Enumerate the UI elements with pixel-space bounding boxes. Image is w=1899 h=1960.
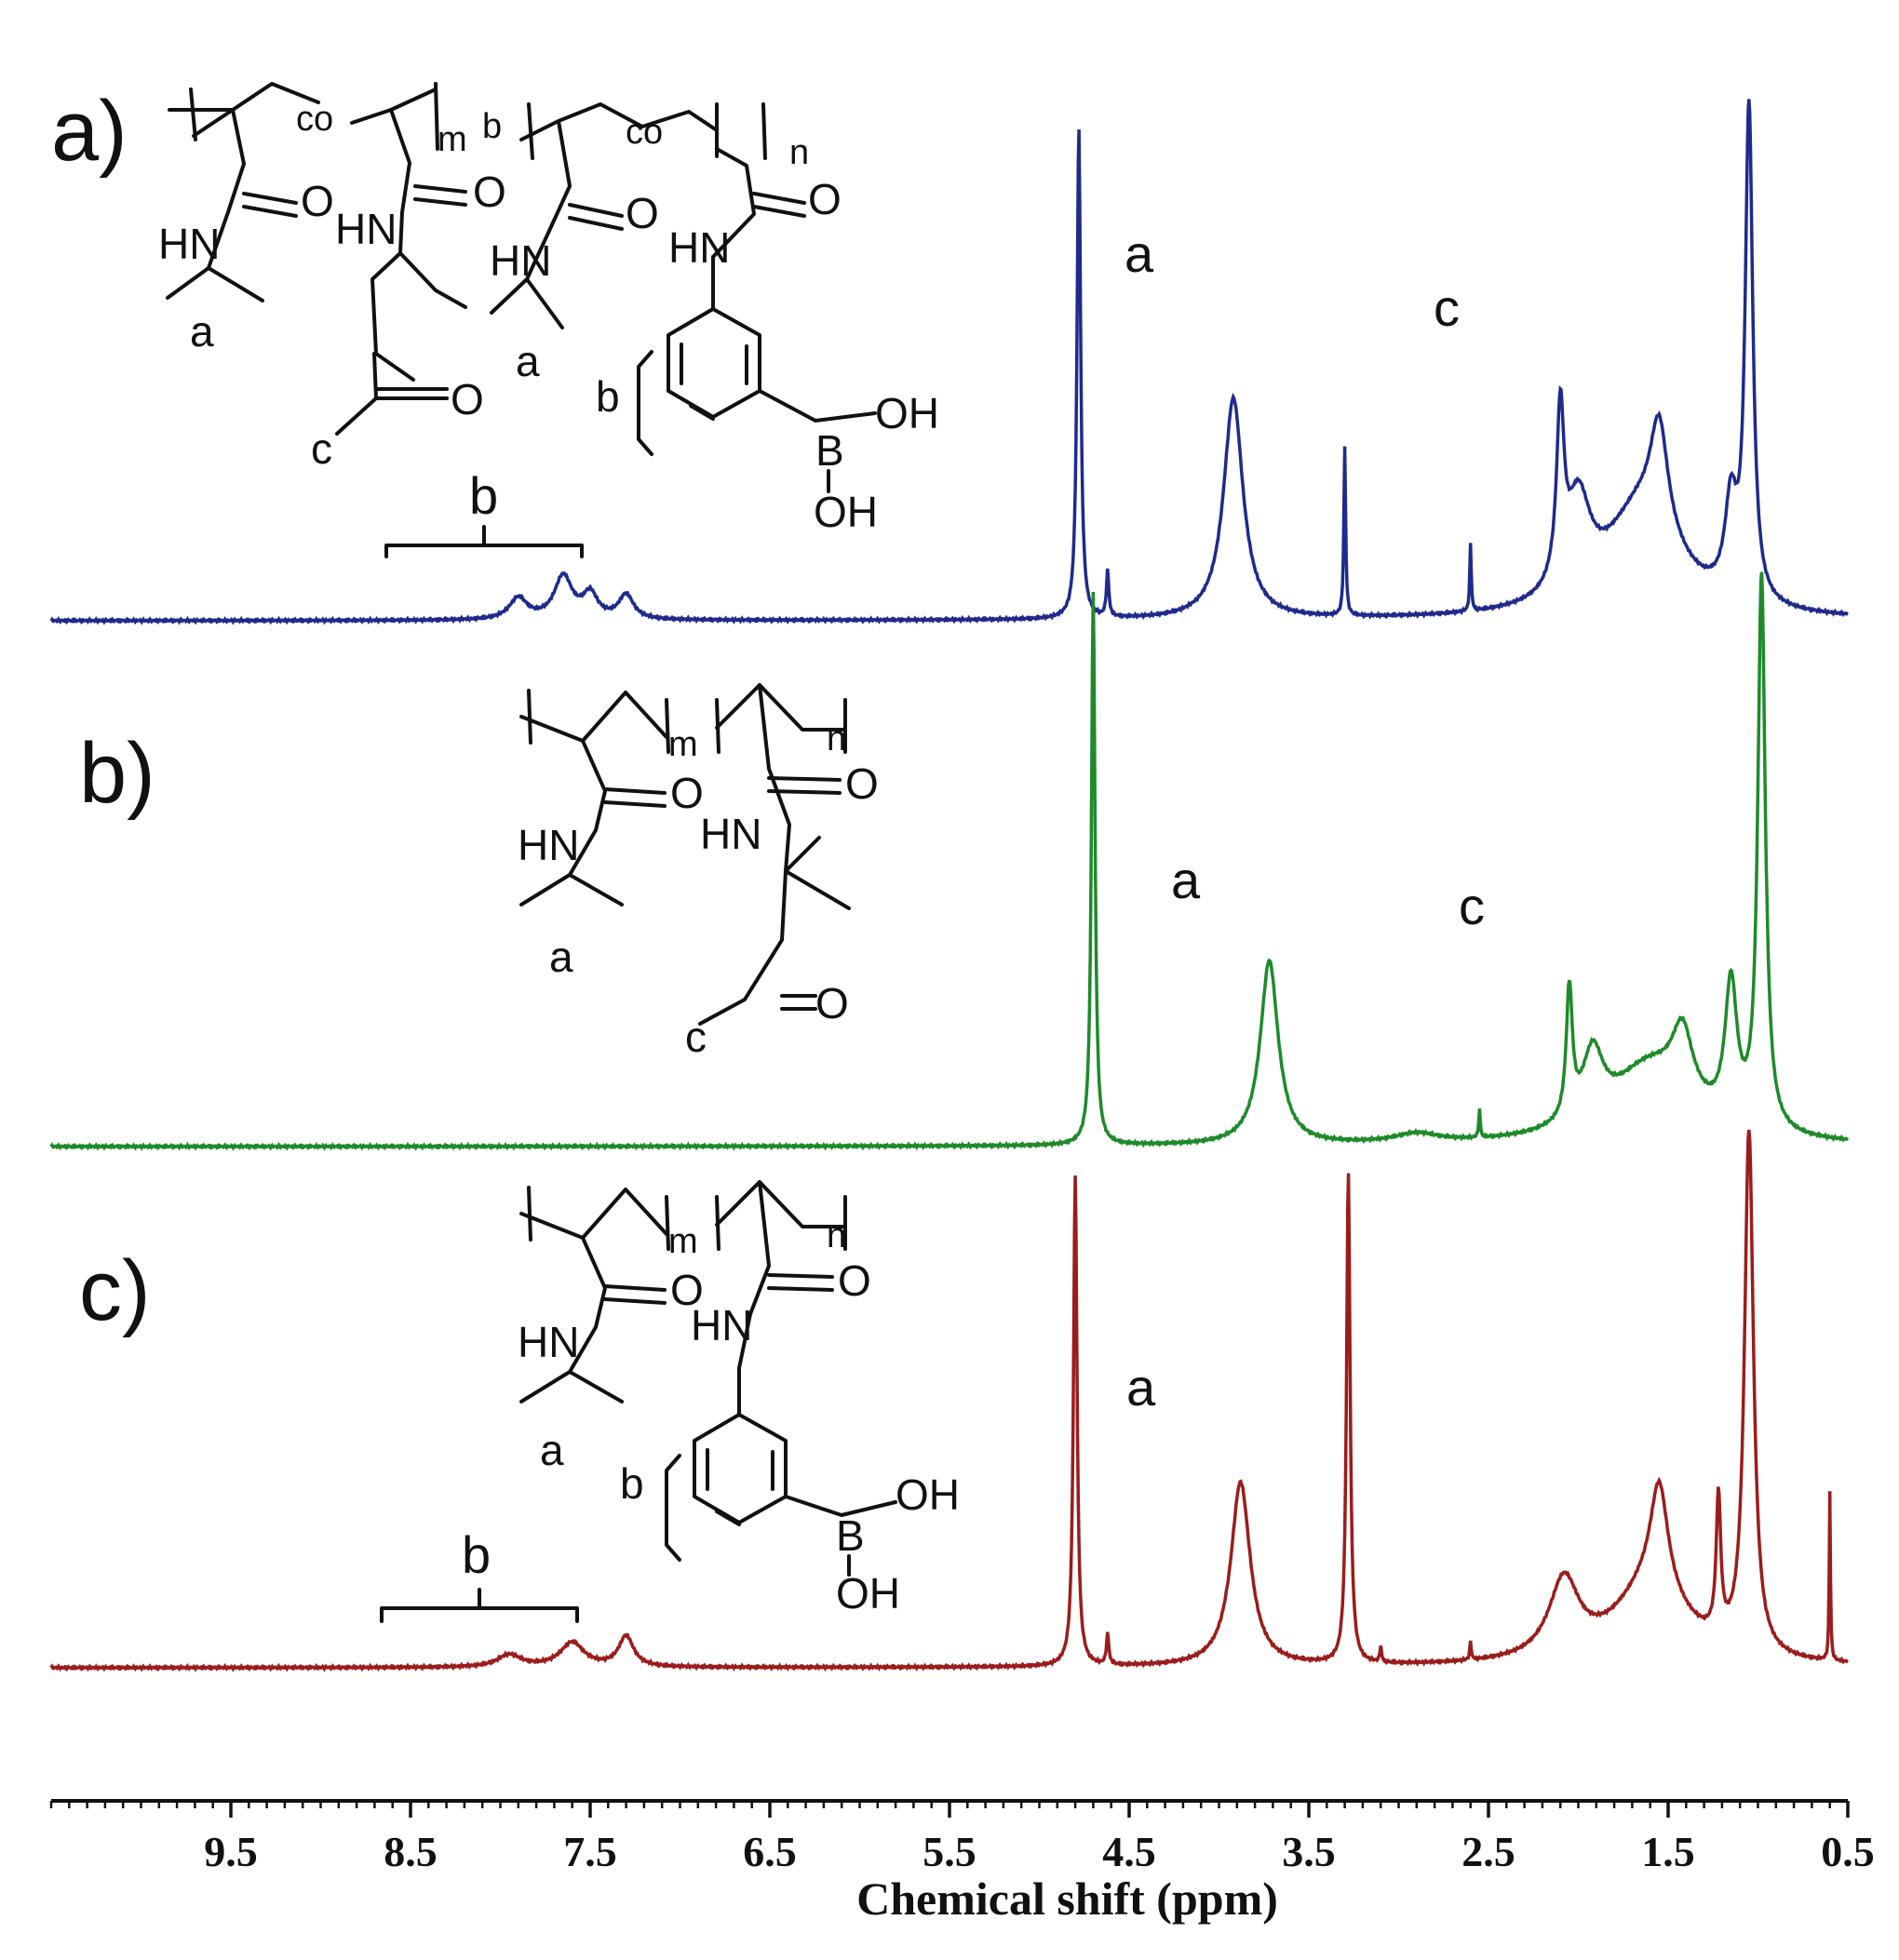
- m-label-b: m: [668, 725, 698, 764]
- x-axis: 9.5 8.5 7.5 6.5 5.5 4.5 3.5 2.5 1.5 0.5 Chemical …: [49, 1799, 1875, 1925]
- structure-b: m n O O HN HN a c O: [518, 683, 879, 1061]
- a-label-2: a: [516, 337, 540, 385]
- b-subscript: b: [482, 107, 502, 146]
- x-tick-label: 9.5: [204, 1828, 258, 1875]
- a-label-b: a: [549, 933, 573, 981]
- boron-label-c: B: [836, 1511, 865, 1560]
- x-tick-label: 6.5: [743, 1828, 797, 1875]
- boron-label: B: [815, 426, 844, 475]
- n-label-b: n: [827, 719, 846, 758]
- hn-label-c2: HN: [691, 1301, 752, 1349]
- panel-label-c: c): [79, 1243, 151, 1338]
- bracket-b-bot: [380, 1588, 579, 1623]
- x-axis-title: Chemical shift (ppm): [856, 1873, 1278, 1925]
- bracket-b-top: [384, 525, 584, 558]
- n-label: n: [789, 133, 809, 172]
- hn-label-2: HN: [335, 205, 397, 253]
- peak-label-b-top: b: [469, 466, 498, 525]
- x-axis-major-ticks: [229, 1801, 1850, 1818]
- oh-label-c1: OH: [896, 1470, 960, 1519]
- o-keto-label: O: [451, 375, 484, 423]
- hn-label-c1: HN: [518, 1318, 579, 1366]
- peak-label-c-top: c: [1434, 278, 1460, 337]
- x-tick-label: 2.5: [1461, 1828, 1515, 1875]
- x-axis-minor-ticks: [49, 1801, 1850, 1808]
- x-tick-label: 1.5: [1641, 1828, 1695, 1875]
- structure-a: co m b co n O O O O HN HN HN HN a a b c …: [158, 82, 939, 536]
- o-label-4: O: [808, 175, 842, 223]
- o-keto-label-b: O: [815, 979, 849, 1027]
- hn-label-3: HN: [490, 236, 551, 285]
- co-label-1: co: [296, 100, 333, 139]
- a-label-c: a: [540, 1426, 564, 1474]
- spectra-traces: [49, 99, 1850, 1672]
- x-tick-label: 7.5: [563, 1828, 617, 1875]
- o-label-1: O: [301, 177, 334, 225]
- co-label-2: co: [626, 113, 663, 152]
- hn-label-4: HN: [668, 223, 730, 272]
- spectrum-c-line: [49, 1129, 1849, 1672]
- n-label-c: n: [827, 1216, 846, 1255]
- o-label-c1: O: [670, 1266, 704, 1314]
- peak-label-a-mid: a: [1171, 851, 1201, 909]
- o-label-3: O: [626, 189, 659, 237]
- spectrum-b-line: [49, 571, 1850, 1151]
- hn-label-1: HN: [158, 220, 220, 268]
- oh-label-2: OH: [814, 488, 878, 536]
- o-label-b2: O: [845, 759, 879, 808]
- panel-label-b: b): [79, 726, 155, 821]
- peak-label-a-top: a: [1125, 224, 1154, 283]
- peak-label-b-bot: b: [462, 1525, 491, 1584]
- b-label-c: b: [620, 1459, 644, 1508]
- peak-label-c-mid: c: [1459, 877, 1485, 935]
- x-tick-label: 8.5: [384, 1828, 438, 1875]
- b-label-2: b: [596, 372, 620, 421]
- x-tick-label: 3.5: [1282, 1828, 1336, 1875]
- o-label-c2: O: [838, 1256, 871, 1305]
- oh-label-c2: OH: [836, 1569, 900, 1618]
- hn-label-b1: HN: [518, 821, 579, 869]
- hn-label-b2: HN: [700, 810, 761, 858]
- m-label-c: m: [668, 1222, 698, 1261]
- x-axis-tick-labels: 9.5 8.5 7.5 6.5 5.5 4.5 3.5 2.5 1.5 0.5: [204, 1828, 1875, 1875]
- c-label: c: [311, 424, 332, 473]
- c-label-b: c: [685, 1013, 707, 1061]
- peak-label-a-bot: a: [1126, 1358, 1156, 1416]
- a-label-1: a: [190, 307, 214, 356]
- o-label-2: O: [473, 168, 506, 216]
- m-label: m: [438, 120, 467, 159]
- structure-c: m n O O HN HN a b OH B OH: [518, 1180, 960, 1618]
- x-tick-label: 0.5: [1821, 1828, 1875, 1875]
- o-label-b1: O: [670, 769, 704, 817]
- spectrum-a-line: [49, 99, 1849, 625]
- x-tick-label: 5.5: [923, 1828, 976, 1875]
- oh-label-1: OH: [875, 389, 939, 437]
- panel-label-a: a): [51, 84, 128, 179]
- x-tick-label: 4.5: [1102, 1828, 1156, 1875]
